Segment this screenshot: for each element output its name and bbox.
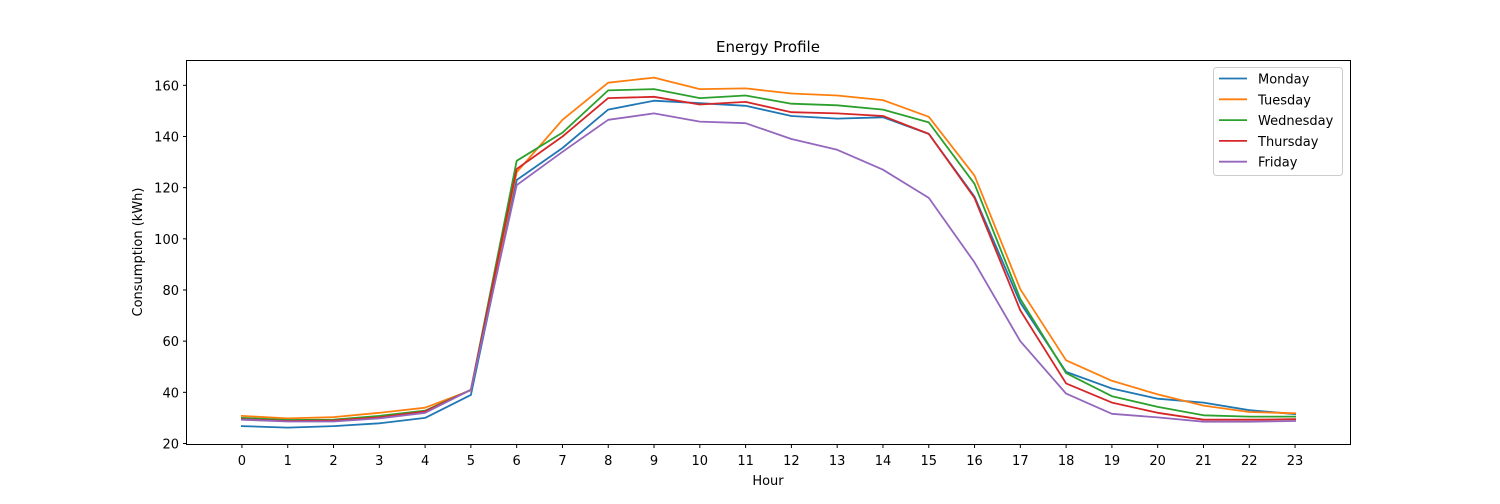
x-tick-label: 9 (650, 454, 658, 469)
y-tick-label: 20 (162, 437, 179, 452)
x-tick-label: 20 (1149, 454, 1166, 469)
x-tick-label: 18 (1058, 454, 1075, 469)
x-tick-label: 23 (1287, 454, 1304, 469)
x-tick-label: 5 (467, 454, 475, 469)
x-tick-label: 3 (375, 454, 383, 469)
y-axis-label: Consumption (kWh) (131, 188, 146, 317)
x-tick-label: 10 (692, 454, 709, 469)
x-tick-label: 13 (829, 454, 846, 469)
series-line-friday (240, 112, 1297, 423)
x-tick-label: 0 (238, 454, 246, 469)
series-line-tuesday (240, 76, 1297, 420)
x-axis-label: Hour (752, 474, 784, 489)
legend-label: Wednesday (1258, 114, 1334, 129)
y-tick-label: 140 (154, 130, 179, 145)
x-tick-label: 19 (1104, 454, 1121, 469)
plot-frame (186, 60, 1351, 445)
legend-box (1213, 67, 1343, 176)
chart-title: Energy Profile (716, 38, 820, 56)
x-tick-label: 1 (284, 454, 292, 469)
series-line-wednesday (240, 88, 1296, 421)
series-line-thursday (240, 95, 1297, 422)
x-tick-label: 17 (1012, 454, 1029, 469)
x-tick-label: 15 (920, 454, 937, 469)
x-tick-label: 22 (1241, 454, 1258, 469)
x-tick-label: 8 (604, 454, 612, 469)
x-tick-label: 6 (513, 454, 521, 469)
y-tick-label: 120 (154, 182, 179, 197)
y-tick-label: 40 (162, 386, 179, 401)
x-tick-label: 7 (558, 454, 566, 469)
series-line-monday (240, 99, 1297, 429)
legend-label: Monday (1258, 73, 1310, 88)
x-tick-label: 4 (421, 454, 429, 469)
legend: Monday Tuesday Wednesday Thursday Friday (1213, 67, 1343, 176)
x-tick-label: 16 (966, 454, 983, 469)
legend-label: Friday (1258, 156, 1298, 171)
legend-label: Thursday (1257, 135, 1319, 150)
series-lines (240, 76, 1297, 429)
y-tick-label: 100 (154, 233, 179, 248)
legend-label: Tuesday (1257, 93, 1311, 108)
y-tick-label: 80 (162, 284, 179, 299)
y-tick-label: 160 (154, 79, 179, 94)
axis-ticks: 0 1 2 3 4 5 6 7 8 9 10 11 12 13 14 15 16 17 18 19 20 21 22 2320… (154, 79, 1303, 469)
y-tick-label: 60 (162, 335, 179, 350)
x-tick-label: 21 (1195, 454, 1212, 469)
x-tick-label: 11 (737, 454, 754, 469)
x-tick-label: 12 (783, 454, 800, 469)
x-tick-label: 14 (875, 454, 892, 469)
x-tick-label: 2 (329, 454, 337, 469)
